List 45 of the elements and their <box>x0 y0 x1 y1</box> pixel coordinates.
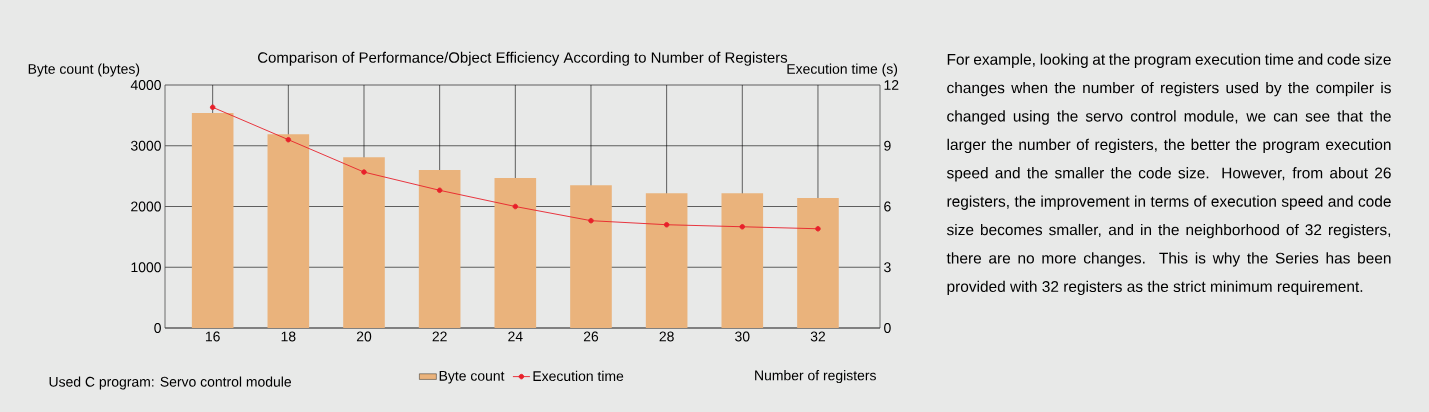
x-tick-label: 18 <box>281 331 296 342</box>
y2-tick-label: 12 <box>884 80 899 90</box>
x-tick-label: 32 <box>810 331 826 342</box>
y-tick-label: 3000 <box>130 140 161 151</box>
y-tick-label: 1000 <box>131 262 161 273</box>
point <box>209 104 216 111</box>
y-tick-label: 2000 <box>131 201 161 212</box>
bar <box>570 185 612 328</box>
y2-tick-label: 0 <box>884 323 891 333</box>
point <box>361 169 367 175</box>
y2-tick-label: 9 <box>884 140 891 151</box>
y-axis-title: Byte count (bytes) <box>28 63 140 77</box>
bar <box>418 170 461 328</box>
bar <box>721 193 764 328</box>
x-tick-label: 16 <box>205 331 220 342</box>
legend-label: Execution time <box>533 370 624 382</box>
x-tick-label: 28 <box>659 331 674 342</box>
point <box>739 224 746 230</box>
point <box>285 136 292 143</box>
point <box>512 203 519 210</box>
x-tick-label: 24 <box>508 331 523 342</box>
x-tick-label: 22 <box>432 331 447 342</box>
x-tick-label: 30 <box>735 331 750 342</box>
y2-axis-title: Execution time (s) <box>787 63 898 77</box>
bar <box>645 193 688 328</box>
bar <box>343 157 385 328</box>
text: For example, looking at the program execution time and code size changes when the number of registers used by the compiler is changed using the servo control module, we can see that the larger the number of registers, the better the program execution speed and the smaller the code size. However, from about 26 registers, the improvement in terms of execution speed and code size becomes smaller, and in the neighborhood of 32 registers, there are no more changes. This is why the Series has been provided with 32 registers as the strict minimum requirement. <box>946 53 1391 296</box>
text: Used C program: Servo control module <box>49 376 292 390</box>
y2-tick-label: 6 <box>884 201 891 212</box>
legend-label: Byte count <box>439 371 505 384</box>
y-tick-label: 0 <box>154 323 161 333</box>
bar <box>267 134 310 328</box>
y-tick-label: 4000 <box>130 80 161 90</box>
point <box>663 221 670 228</box>
y2-tick-label: 3 <box>884 262 891 273</box>
bar <box>191 112 234 328</box>
bar <box>797 198 839 328</box>
x-tick-label: 20 <box>356 331 372 342</box>
point <box>815 226 821 232</box>
bar <box>494 177 537 328</box>
x-tick-label: 26 <box>583 331 599 342</box>
point <box>436 187 443 194</box>
point <box>588 217 594 224</box>
chart-title: Comparison of Performance/Object Efficiency According to Number of Registers <box>258 51 788 66</box>
x-axis-title: Number of registers <box>755 370 876 384</box>
